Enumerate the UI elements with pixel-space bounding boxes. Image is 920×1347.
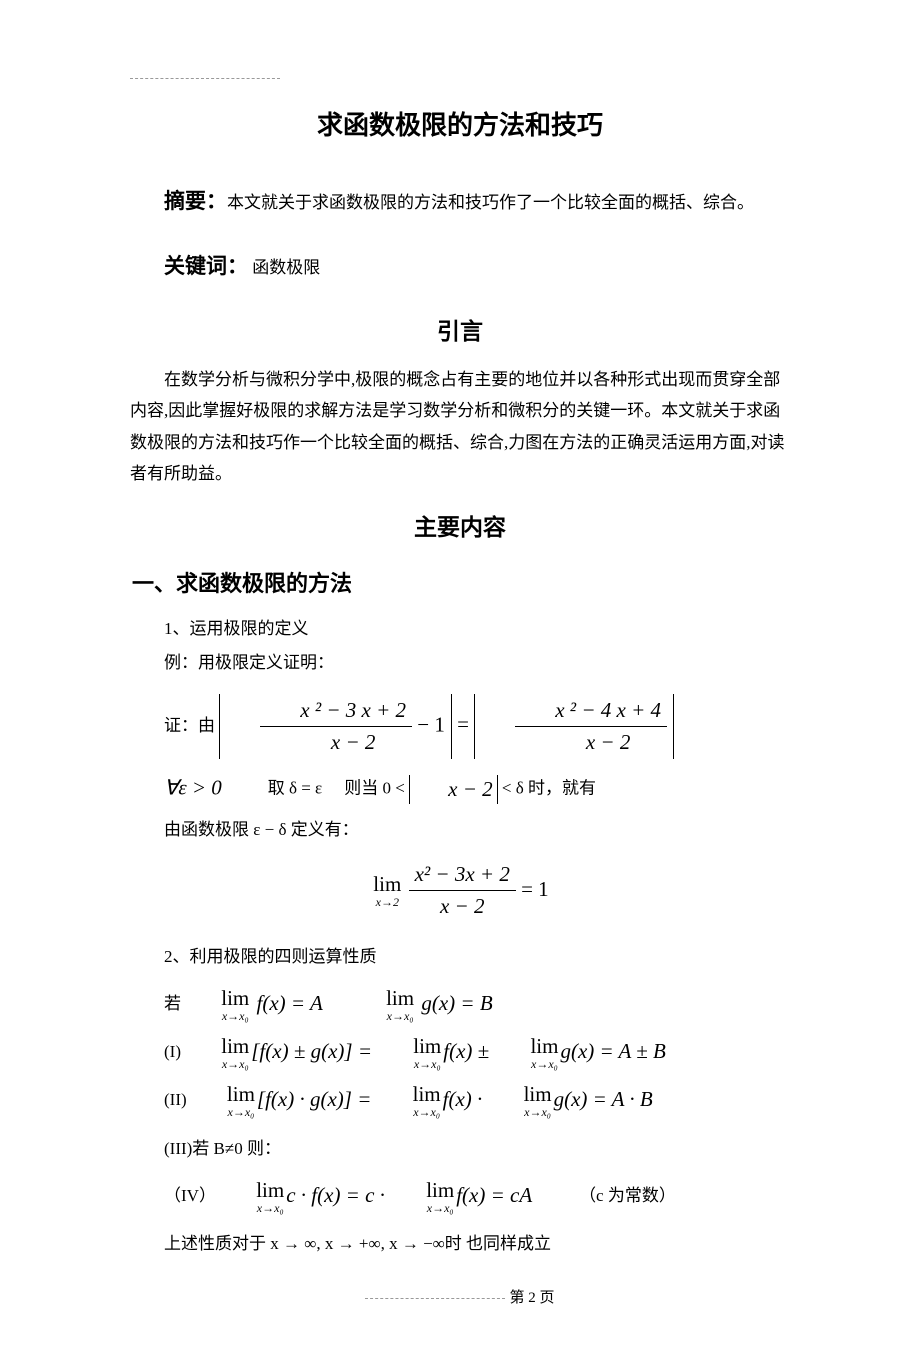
- abs-right: x ² − 4 x + 4 x − 2: [474, 694, 674, 760]
- minus-one: − 1: [412, 712, 445, 736]
- limit-result: lim x→2 x² − 3x + 2 x − 2 = 1: [130, 860, 790, 922]
- doc-title: 求函数极限的方法和技巧: [130, 105, 790, 142]
- abstract-label: 摘要：: [164, 190, 227, 213]
- p2-rhs: g(x) = A · B: [554, 1087, 653, 1111]
- closing-line: 上述性质对于 x → ∞, x → +∞, x → −∞时 也同样成立: [130, 1232, 790, 1256]
- by-eps-delta-def: 由函数极限 ε − δ 定义有：: [130, 818, 790, 842]
- lim-frac: x² − 3x + 2 x − 2: [409, 860, 516, 922]
- frac-2: x ² − 4 x + 4 x − 2: [515, 696, 667, 758]
- intro-title: 引言: [130, 312, 790, 346]
- then-when: 则当 0 <: [344, 779, 409, 798]
- p2-label: (II): [164, 1090, 191, 1109]
- footer: 第 2 页: [130, 1286, 790, 1307]
- abstract-line: 摘要：本文就关于求函数极限的方法和技巧作了一个比较全面的概括、综合。: [130, 182, 790, 222]
- prop-2: (II) limx→x₀[f(x) · g(x)] = limx→x₀f(x) …: [130, 1084, 790, 1118]
- p1-label: (I): [164, 1042, 185, 1061]
- abstract-text: 本文就关于求函数极限的方法和技巧作了一个比较全面的概括、综合。: [227, 193, 754, 212]
- p1-lhs: [f(x) ± g(x)] =: [251, 1039, 377, 1063]
- abs-x-minus-2: x − 2: [409, 775, 498, 804]
- page-number: 第 2 页: [509, 1290, 554, 1306]
- lim-f: lim x→x₀: [187, 988, 249, 1022]
- lim-operator: lim x→2: [373, 874, 401, 908]
- p4-label: （IV）: [164, 1186, 220, 1205]
- forall-eps: ∀ε > 0: [164, 776, 222, 800]
- abs-left: x ² − 3 x + 2 x − 2 − 1: [219, 694, 452, 760]
- footer-dash-rule: [365, 1298, 505, 1299]
- prop-4: （IV） limx→x₀c · f(x) = c · limx→x₀f(x) =…: [130, 1180, 790, 1214]
- if-line: 若 lim x→x₀ f(x) = A lim x→x₀ g(x) = B: [130, 988, 790, 1022]
- p4-note: （c 为常数）: [579, 1186, 676, 1205]
- intro-paragraph: 在数学分析与微积分学中,极限的概念占有主要的地位并以各种形式出现而贯穿全部内容,…: [130, 364, 790, 490]
- p4-rhs: f(x) = cA: [456, 1183, 532, 1207]
- g-eq-b: g(x) = B: [421, 991, 492, 1015]
- item-2: 2、利用极限的四则运算性质: [130, 940, 790, 974]
- p1-rhs: g(x) = A ± B: [560, 1039, 665, 1063]
- frac2-den: x − 2: [515, 727, 667, 757]
- item-1: 1、运用极限的定义: [130, 612, 790, 646]
- keyword-label: 关键词：: [164, 255, 248, 278]
- proof-equation: 证：由 x ² − 3 x + 2 x − 2 − 1 = x ² − 4 x …: [130, 694, 790, 760]
- if-prefix: 若: [164, 994, 185, 1013]
- lim-rhs: = 1: [516, 877, 549, 901]
- eps-delta-line: ∀ε > 0 取 δ = ε 则当 0 < x − 2 < δ 时，就有: [130, 773, 790, 804]
- f-eq-a: f(x) = A: [257, 991, 323, 1015]
- lim-frac-den: x − 2: [409, 891, 516, 921]
- prop-3: (III)若 B≠0 则：: [130, 1132, 790, 1166]
- keyword-line: 关键词： 函数极限: [130, 250, 790, 280]
- item-1-example: 例：用极限定义证明：: [130, 646, 790, 680]
- eq-sign: =: [457, 712, 474, 736]
- proof-prefix: 证：由: [164, 715, 215, 734]
- p4-lhs: c · f(x) = c ·: [286, 1183, 390, 1207]
- take-delta: 取 δ = ε: [268, 779, 323, 798]
- frac2-num: x ² − 4 x + 4: [515, 696, 667, 727]
- lt-delta: < δ 时，就有: [498, 779, 596, 798]
- lim-top: lim: [373, 874, 401, 895]
- lim-g: lim x→x₀: [352, 988, 414, 1022]
- p1-mid: f(x) ±: [443, 1039, 494, 1063]
- prop-1: (I) limx→x₀[f(x) ± g(x)] = limx→x₀f(x) ±…: [130, 1036, 790, 1070]
- p2-lhs: [f(x) · g(x)] =: [257, 1087, 377, 1111]
- top-dash-rule: [130, 78, 280, 79]
- frac-1: x ² − 3 x + 2 x − 2: [260, 696, 412, 758]
- lim-frac-num: x² − 3x + 2: [409, 860, 516, 891]
- lim-sub: x→2: [373, 896, 401, 908]
- keyword-text: 函数极限: [248, 258, 320, 277]
- page: 求函数极限的方法和技巧 摘要：本文就关于求函数极限的方法和技巧作了一个比较全面的…: [0, 0, 920, 1347]
- frac1-num: x ² − 3 x + 2: [260, 696, 412, 727]
- frac1-den: x − 2: [260, 727, 412, 757]
- sub1-title: 一、求函数极限的方法: [132, 566, 790, 598]
- main-title: 主要内容: [130, 508, 790, 542]
- p2-mid: f(x) ·: [443, 1087, 488, 1111]
